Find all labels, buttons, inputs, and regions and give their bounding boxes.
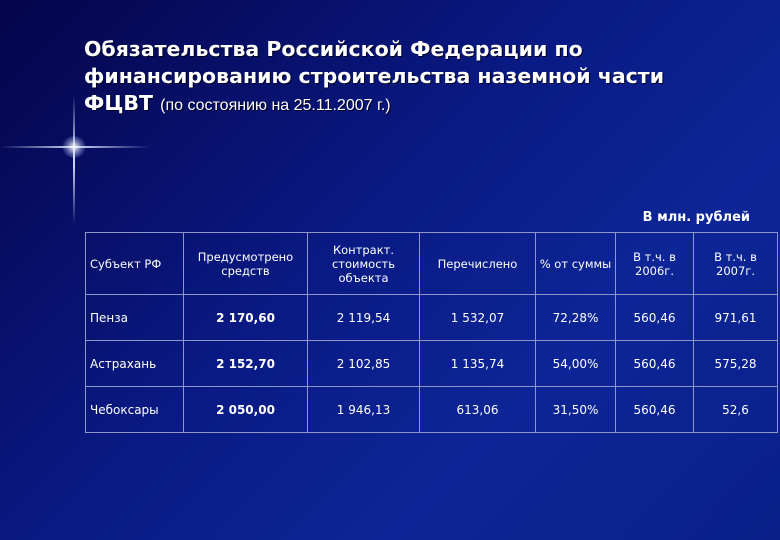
table-row: Астрахань 2 152,70 2 102,85 1 135,74 54,… [85, 340, 778, 387]
cell-2006: 560,46 [615, 340, 694, 387]
cell-transferred: 1 135,74 [419, 340, 536, 387]
cell-percent: 54,00% [535, 340, 616, 387]
table-header-row: Субъект РФ Предусмотрено средств Контрак… [85, 232, 778, 295]
header-subject: Субъект РФ [85, 232, 184, 295]
cell-2006: 560,46 [615, 294, 694, 341]
header-contract-cost: Контракт. стоимость объекта [307, 232, 420, 295]
cell-transferred: 613,06 [419, 386, 536, 433]
cell-planned-funds: 2 170,60 [183, 294, 308, 341]
title-line-1: Обязательства Российской Федерации по [84, 37, 583, 61]
decorative-light-glow [62, 136, 86, 158]
title-line-3: ФЦВТ (по состоянию на 25.11.2007 г.) [84, 90, 754, 119]
header-percent: % от суммы [535, 232, 616, 295]
cell-2007: 971,61 [693, 294, 778, 341]
title-line-2: финансированию строительства наземной ча… [84, 64, 665, 88]
header-transferred: Перечислено [419, 232, 536, 295]
cell-percent: 31,50% [535, 386, 616, 433]
cell-transferred: 1 532,07 [419, 294, 536, 341]
header-2006: В т.ч. в 2006г. [615, 232, 694, 295]
slide-title: Обязательства Российской Федерации по фи… [84, 36, 754, 119]
title-date-note: (по состоянию на 25.11.2007 г.) [160, 97, 391, 114]
table-row: Чебоксары 2 050,00 1 946,13 613,06 31,50… [85, 386, 778, 433]
cell-2006: 560,46 [615, 386, 694, 433]
cell-2007: 575,28 [693, 340, 778, 387]
header-2007: В т.ч. в 2007г. [693, 232, 778, 295]
decorative-light-vertical [73, 95, 75, 225]
cell-contract-cost: 2 102,85 [307, 340, 420, 387]
header-planned-funds: Предусмотрено средств [183, 232, 308, 295]
cell-subject: Чебоксары [85, 386, 184, 433]
obligations-table: Субъект РФ Предусмотрено средств Контрак… [85, 232, 778, 433]
cell-contract-cost: 1 946,13 [307, 386, 420, 433]
title-abbreviation: ФЦВТ [84, 91, 153, 115]
table-row: Пенза 2 170,60 2 119,54 1 532,07 72,28% … [85, 294, 778, 341]
cell-2007: 52,6 [693, 386, 778, 433]
cell-subject: Пенза [85, 294, 184, 341]
cell-subject: Астрахань [85, 340, 184, 387]
cell-planned-funds: 2 050,00 [183, 386, 308, 433]
cell-planned-funds: 2 152,70 [183, 340, 308, 387]
units-label: В млн. рублей [642, 210, 750, 225]
cell-percent: 72,28% [535, 294, 616, 341]
cell-contract-cost: 2 119,54 [307, 294, 420, 341]
